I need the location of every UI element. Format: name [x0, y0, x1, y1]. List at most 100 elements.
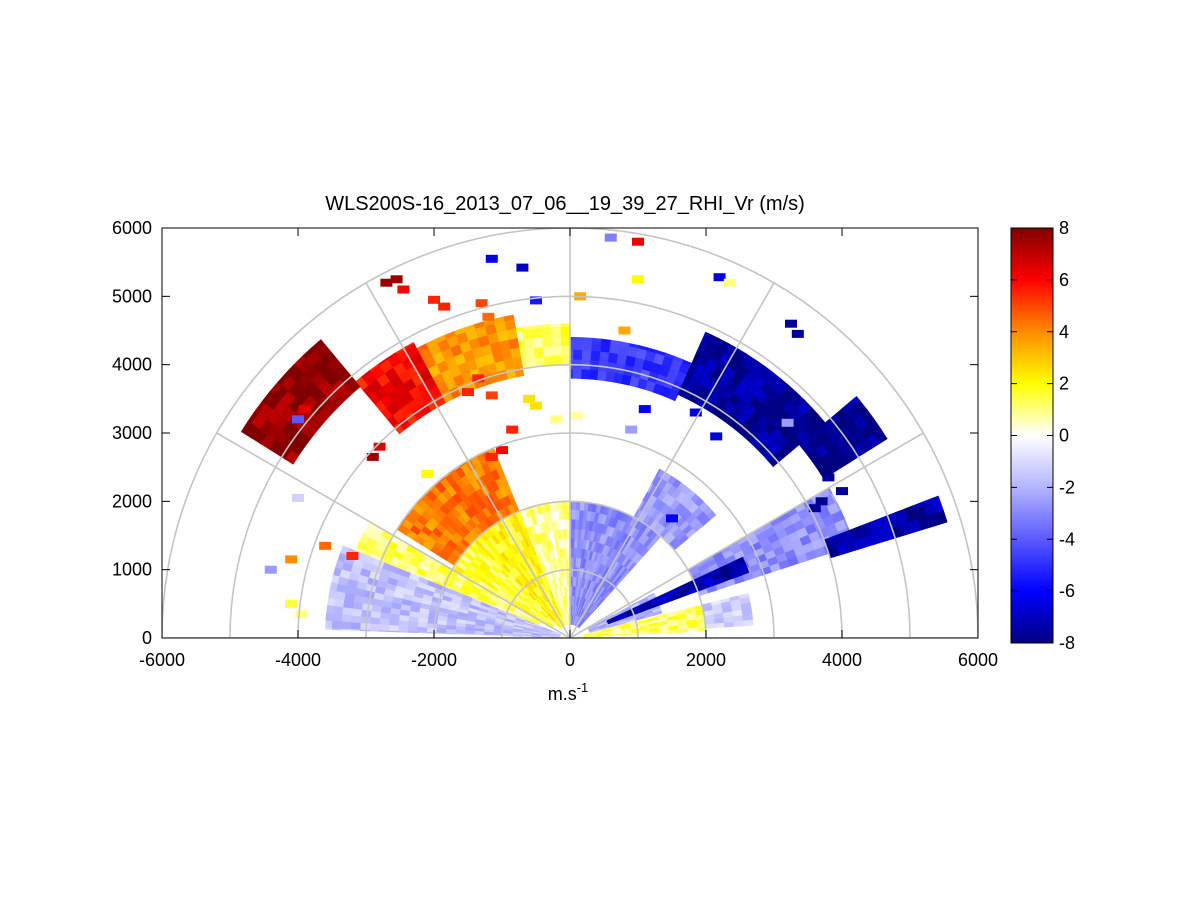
y-tick-label: 4000	[112, 355, 152, 375]
y-tick-label: 5000	[112, 286, 152, 306]
velocity-cell	[341, 607, 353, 617]
velocity-cell	[540, 326, 552, 338]
x-tick-label: 0	[565, 650, 575, 670]
velocity-cell	[483, 634, 494, 636]
x-tick-label: -6000	[139, 650, 185, 670]
x-axis-label: m.s-1	[548, 680, 589, 704]
colorbar-tick-label: 6	[1059, 270, 1069, 290]
velocity-cell	[590, 340, 602, 352]
velocity-cell	[369, 629, 380, 632]
velocity-cell	[445, 628, 456, 634]
velocity-cell	[473, 633, 485, 636]
velocity-cell	[550, 323, 561, 328]
velocity-cell	[511, 635, 523, 637]
velocity-cell	[435, 628, 447, 634]
velocity-cell	[438, 302, 451, 311]
velocity-cell	[264, 565, 277, 574]
y-tick-label: 0	[142, 628, 152, 648]
velocity-cell	[815, 497, 828, 506]
velocity-cell	[285, 599, 298, 608]
y-tick-label: 3000	[112, 423, 152, 443]
polar-grid	[162, 228, 978, 638]
azimuth-spoke	[569, 282, 775, 638]
velocity-cell	[350, 622, 361, 631]
velocity-cell	[398, 620, 409, 627]
velocity-cell	[472, 374, 485, 383]
colorbar-tick-label: 2	[1059, 374, 1069, 394]
velocity-cell	[531, 336, 543, 349]
velocity-cell	[530, 296, 542, 305]
velocity-cell	[572, 349, 583, 360]
velocity-cell	[570, 557, 574, 568]
azimuth-spoke	[216, 432, 571, 638]
velocity-cell	[836, 487, 848, 496]
x-axis-label-exponent: -1	[577, 680, 589, 695]
x-tick-label: 4000	[822, 650, 862, 670]
velocity-cell	[454, 633, 466, 635]
velocity-cell	[435, 632, 447, 634]
velocity-cell	[360, 616, 371, 625]
velocity-cell	[581, 349, 592, 361]
velocity-cell	[340, 621, 352, 630]
colorbar-tick-label: -4	[1059, 529, 1075, 549]
velocity-cell	[582, 337, 593, 342]
velocity-cell	[570, 500, 577, 510]
colorbar-tick-label: 0	[1059, 426, 1069, 446]
velocity-cell	[359, 629, 370, 632]
velocity-cell	[541, 336, 553, 348]
colorbar-tick-label: -8	[1059, 633, 1075, 653]
x-tick-label: 2000	[686, 650, 726, 670]
velocity-cell	[530, 327, 543, 339]
velocity-cell	[379, 618, 390, 626]
velocity-cell	[416, 631, 427, 634]
velocity-cell	[475, 299, 488, 308]
velocity-cell	[589, 350, 601, 362]
velocity-cell	[331, 628, 342, 631]
colorbar-tick-label: -6	[1059, 581, 1075, 601]
velocity-cell	[407, 631, 418, 633]
velocity-cell	[638, 405, 651, 414]
velocity-cell	[570, 528, 575, 539]
velocity-cell	[369, 617, 381, 625]
velocity-cell	[572, 336, 583, 341]
velocity-cell	[723, 278, 736, 287]
y-tick-label: 2000	[112, 491, 152, 511]
velocity-cell	[570, 547, 575, 558]
velocity-cell	[397, 285, 410, 294]
velocity-cell	[346, 552, 359, 560]
velocity-cell	[618, 326, 631, 335]
velocity-cell	[462, 388, 474, 396]
velocity-cell	[351, 608, 363, 618]
velocity-cell	[464, 633, 475, 635]
velocity-cell	[482, 312, 495, 321]
velocity-cell	[380, 278, 393, 287]
velocity-cell	[416, 626, 428, 633]
azimuth-spoke	[365, 282, 571, 638]
x-tick-label: -4000	[275, 650, 321, 670]
velocity-cell	[530, 636, 542, 638]
velocity-cell	[604, 233, 617, 242]
velocity-cell	[646, 592, 655, 598]
colorbar	[1010, 227, 1054, 644]
velocity-cell	[331, 620, 342, 630]
velocity-cell	[319, 541, 332, 550]
velocity-cell	[521, 328, 533, 341]
velocity-cell	[428, 295, 440, 304]
velocity-cell	[588, 369, 599, 381]
velocity-cell	[560, 335, 571, 347]
velocity-cell	[397, 625, 409, 633]
velocity-cell	[417, 622, 428, 629]
velocity-cell	[572, 339, 583, 351]
velocity-cell	[502, 635, 513, 637]
velocity-cell	[607, 351, 619, 364]
colorbar-tick-label: 4	[1059, 322, 1069, 342]
velocity-cell	[340, 628, 351, 631]
velocity-cell	[591, 337, 602, 343]
velocity-cell	[454, 629, 466, 635]
velocity-cell	[575, 501, 581, 511]
y-tick-label: 6000	[112, 218, 152, 238]
colorbar-tick-label: -2	[1059, 477, 1075, 497]
x-tick-label: -2000	[411, 650, 457, 670]
velocity-cell	[390, 275, 403, 284]
chart-title: WLS200S-16_2013_07_06__19_39_27_RHI_Vr (…	[325, 193, 805, 215]
